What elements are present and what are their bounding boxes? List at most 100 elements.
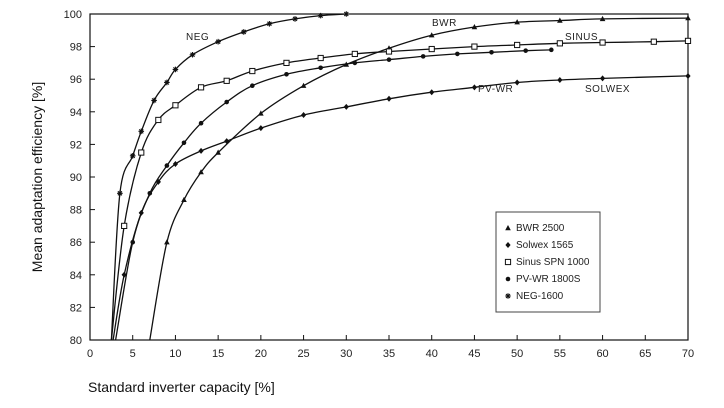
data-point (250, 83, 255, 89)
y-tick-label: 94 (70, 107, 82, 119)
y-tick-label: 90 (70, 172, 82, 184)
plot-area: 0 5 10 15 20 25 30 35 40 45 50 55 60 65 70 80 82 84 86 88 9… (64, 9, 694, 360)
data-point (198, 147, 204, 154)
legend-entry-pv-wr-1800s: PV-WR 1800S (516, 274, 581, 285)
y-axis-title: Mean adaptation efficiency [%] (29, 82, 45, 272)
series-label-neg: NEG (186, 32, 209, 43)
data-point (181, 140, 187, 146)
series-line (149, 17, 689, 341)
data-point (386, 95, 392, 102)
x-axis-ticks: 0 5 10 15 20 25 30 35 40 45 50 55 60 65 70 (87, 335, 694, 360)
legend-items: BWR 2500 Solwex 1565 Sinus SPN 1000 PV-WR 1… (504, 223, 590, 302)
x-tick-label: 45 (468, 348, 480, 360)
x-tick-label: 10 (169, 348, 181, 360)
x-axis-title: Standard inverter capacity [%] (88, 379, 275, 395)
data-point (685, 72, 691, 79)
data-point (343, 11, 350, 17)
series-label-solwex: SOLWEX (585, 84, 630, 95)
x-tick-label: 35 (383, 348, 395, 360)
x-tick-label: 70 (682, 348, 694, 360)
data-point (164, 79, 170, 86)
x-tick-label: 15 (212, 348, 224, 360)
series-labels: BWR SOLWEX SINUS PV-WR NEG (186, 18, 630, 95)
data-point (224, 99, 229, 105)
series-sinus-spn-1000 (110, 37, 692, 341)
legend-marker (505, 225, 511, 231)
legend-marker (505, 242, 511, 248)
data-point (198, 169, 204, 175)
x-tick-label: 0 (87, 348, 93, 360)
x-tick-label: 60 (596, 348, 608, 360)
data-point (197, 84, 205, 91)
legend-marker (505, 276, 511, 282)
data-point (283, 59, 290, 66)
data-point (138, 128, 145, 135)
data-point (172, 160, 179, 167)
data-point (155, 116, 162, 124)
y-tick-label: 88 (70, 205, 82, 217)
data-point (258, 110, 264, 116)
legend-entry-bwr-2500: BWR 2500 (516, 223, 565, 234)
data-point (489, 50, 494, 55)
series-line (110, 13, 347, 341)
data-point (121, 271, 127, 278)
y-tick-label: 80 (70, 335, 82, 347)
data-point (317, 54, 324, 62)
data-point (129, 153, 136, 159)
data-point (189, 51, 196, 58)
data-point (300, 112, 307, 119)
data-point (258, 125, 264, 132)
legend-box (495, 211, 601, 313)
x-tick-label: 55 (554, 348, 566, 360)
data-point (455, 51, 460, 57)
data-point (351, 50, 358, 58)
data-point (428, 32, 435, 38)
data-point (343, 103, 349, 110)
data-point (523, 48, 528, 53)
data-point (317, 12, 324, 19)
data-point (514, 41, 521, 49)
data-point (385, 48, 393, 55)
series-solwex-1565 (112, 72, 691, 341)
data-point (284, 72, 289, 77)
data-point (215, 149, 221, 155)
x-tick-label: 5 (130, 348, 136, 360)
data-point (318, 65, 323, 71)
y-tick-label: 100 (64, 9, 82, 21)
series-pv-wr-1800s (114, 47, 554, 341)
series-label-pv-wr: PV-WR (478, 84, 513, 95)
legend: BWR 2500 Solwex 1565 Sinus SPN 1000 PV-WR 1… (495, 211, 601, 313)
data-point (121, 222, 128, 230)
x-tick-label: 30 (340, 348, 352, 360)
data-point (386, 57, 392, 62)
data-point (650, 38, 657, 45)
data-point (223, 77, 230, 84)
data-point (429, 89, 435, 96)
data-point (240, 29, 247, 35)
legend-entry-neg-1600: NEG-1600 (516, 291, 564, 302)
y-tick-label: 96 (70, 74, 82, 86)
data-point (599, 75, 606, 82)
data-point (352, 60, 358, 66)
data-point (557, 17, 563, 23)
data-point (172, 102, 179, 109)
series-bwr-2500 (149, 15, 691, 341)
data-point (164, 239, 170, 245)
series-label-sinus: SINUS (565, 32, 598, 43)
data-point (420, 54, 426, 59)
data-point (428, 45, 435, 53)
data-point (684, 37, 692, 44)
data-point (172, 66, 179, 73)
series-line (112, 75, 689, 341)
data-point (471, 84, 478, 91)
y-tick-label: 84 (70, 270, 82, 282)
data-point (224, 138, 230, 145)
data-point (514, 19, 520, 25)
data-point (181, 196, 187, 203)
y-tick-label: 82 (70, 302, 82, 314)
x-tick-label: 65 (639, 348, 651, 360)
series-neg-1600 (110, 11, 350, 341)
x-tick-label: 40 (426, 348, 438, 360)
x-tick-label: 50 (511, 348, 523, 360)
data-point (471, 43, 478, 50)
